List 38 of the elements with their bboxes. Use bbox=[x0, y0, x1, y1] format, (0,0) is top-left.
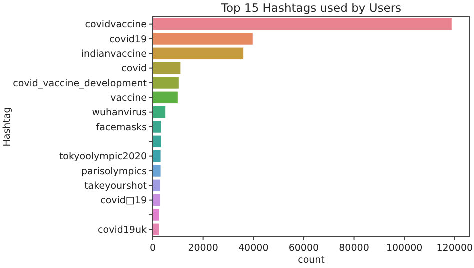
y-tick-label: covid□19 bbox=[100, 196, 147, 207]
y-tick-label: covid_vaccine_development bbox=[13, 78, 148, 90]
y-tick-label: facemasks bbox=[96, 122, 148, 134]
y-axis-title: Hashtag bbox=[2, 107, 13, 147]
chart-title: Top 15 Hashtags used by Users bbox=[220, 1, 402, 15]
bar bbox=[153, 18, 452, 30]
bar bbox=[153, 180, 160, 192]
bar bbox=[153, 33, 253, 45]
bar bbox=[153, 121, 162, 133]
y-tick-label: covid19 bbox=[110, 34, 147, 46]
y-tick-label: vaccine bbox=[110, 92, 148, 104]
y-tick-label: covid bbox=[122, 64, 147, 75]
bar bbox=[153, 62, 181, 74]
y-tick-label: indianvaccine bbox=[81, 48, 148, 60]
y-tick-label: parisolympics bbox=[81, 166, 148, 178]
bar bbox=[153, 165, 161, 177]
bar bbox=[153, 77, 179, 89]
y-tick-label: takeyourshot bbox=[84, 180, 148, 192]
bar bbox=[153, 150, 161, 162]
x-tick-label: 40000 bbox=[238, 243, 269, 254]
x-tick-label: 20000 bbox=[188, 243, 218, 254]
x-tick-label: 0 bbox=[150, 243, 156, 254]
y-tick-label: wuhanvirus bbox=[92, 108, 148, 119]
bar bbox=[153, 48, 244, 60]
bar bbox=[153, 136, 162, 148]
x-tick-label: 80000 bbox=[339, 243, 370, 254]
bar bbox=[153, 224, 160, 236]
y-tick-label: covidvaccine bbox=[85, 20, 148, 31]
bar bbox=[153, 194, 160, 206]
x-tick-label: 100000 bbox=[386, 243, 423, 254]
bar bbox=[153, 92, 178, 104]
y-tick-label: covid19uk bbox=[98, 224, 148, 236]
x-tick-label: 60000 bbox=[288, 243, 320, 254]
bar bbox=[153, 106, 166, 118]
x-axis-title: count bbox=[298, 255, 326, 266]
y-tick-label: tokyoolympic2020 bbox=[59, 152, 147, 163]
bar bbox=[153, 209, 160, 221]
x-tick-label: 120000 bbox=[436, 243, 474, 254]
